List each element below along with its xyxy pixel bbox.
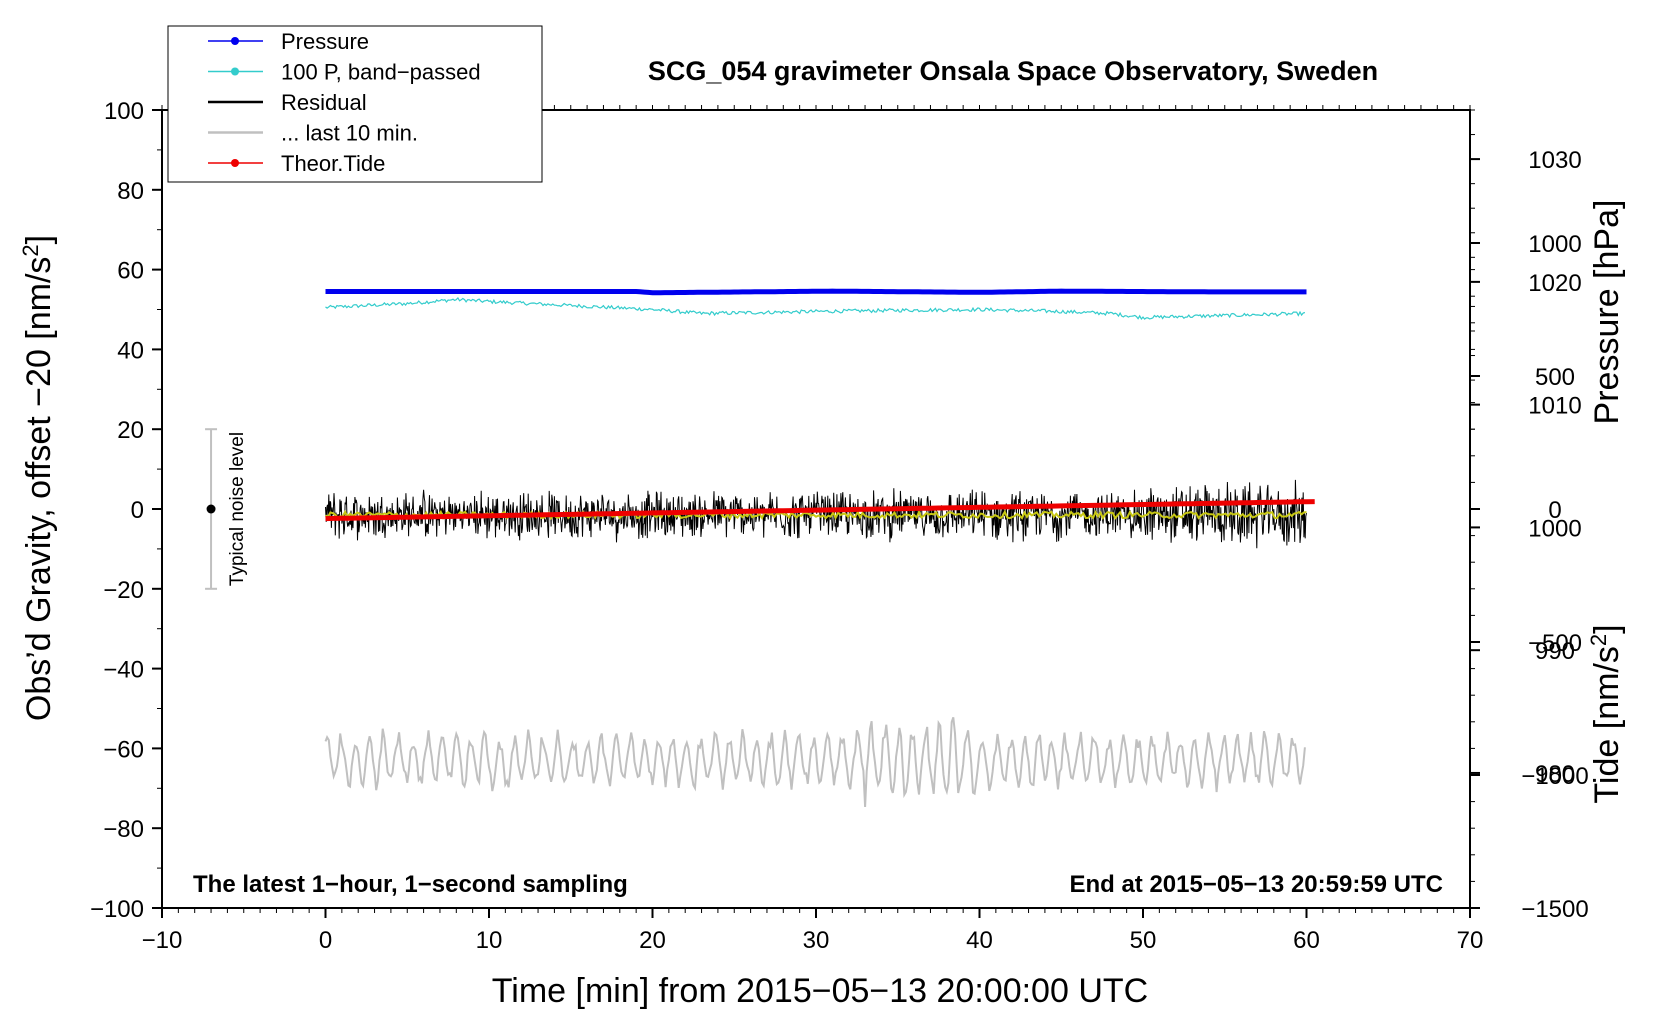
tide-tick-label: 500: [1535, 364, 1575, 391]
pressure-tick-label: 1010: [1528, 393, 1581, 420]
x-tick-label: 70: [1457, 927, 1484, 954]
legend-label: ... last 10 min.: [281, 121, 418, 146]
y-axis-label-tide: Tide [nm/s2]: [1586, 624, 1626, 803]
x-tick-label: 60: [1293, 927, 1320, 954]
y-tick-label: −60: [103, 736, 144, 763]
noise-level-indicator: Typical noise level: [205, 428, 248, 590]
legend-box: [167, 25, 543, 183]
annotation-sampling: The latest 1−hour, 1−second sampling: [193, 871, 628, 898]
series-theor-tide-line: [325, 499, 1315, 522]
y-tick-label: 0: [131, 497, 144, 524]
tide-tick-label: −500: [1528, 630, 1582, 657]
series-band-passed-line: [325, 297, 1306, 321]
x-tick-label: 30: [803, 927, 830, 954]
x-tick-label: 0: [319, 927, 332, 954]
legend: Pressure 100 P, band−passed Residual ... la…: [167, 25, 543, 183]
y-tick-label: 40: [117, 337, 144, 364]
pressure-tick-label: 1030: [1528, 147, 1581, 174]
tide-tick-label: 0: [1548, 497, 1561, 524]
x-axis-label: Time [min] from 2015−05−13 20:00:00 UTC: [492, 972, 1148, 1010]
y-tick-label: −40: [103, 657, 144, 684]
y-tick-label: −100: [90, 896, 144, 923]
legend-marker: [231, 37, 239, 45]
x-tick-label: 50: [1130, 927, 1157, 954]
y-tick-label: 60: [117, 258, 144, 285]
legend-label: Theor.Tide: [281, 151, 385, 176]
noise-bar-label: Typical noise level: [227, 432, 248, 586]
pressure-tick-label: 1000: [1528, 515, 1581, 542]
series-last-10-min-line: [324, 716, 1306, 808]
series-pressure-line: [325, 288, 1307, 296]
pressure-tick-label: 1020: [1528, 270, 1581, 297]
x-tick-label: 10: [476, 927, 503, 954]
legend-marker: [231, 159, 239, 167]
tide-tick-label: 1000: [1528, 231, 1581, 258]
tide-tick-label: −1500: [1521, 896, 1588, 923]
x-tick-label: 20: [639, 927, 666, 954]
x-tick-label: −10: [142, 927, 183, 954]
axes-layer: −10 0 10 20 30 40 50 60 70100806040200−20−40−60−…: [90, 98, 1589, 954]
legend-label: Pressure: [281, 29, 369, 54]
x-tick-label: 40: [966, 927, 993, 954]
y-tick-label: 20: [117, 417, 144, 444]
annotation-end-time: End at 2015−05−13 20:59:59 UTC: [1069, 871, 1443, 898]
y-axis-label-left: Obs’d Gravity, offset −20 [nm/s2]: [18, 235, 58, 721]
legend-label: Residual: [281, 90, 367, 115]
series-layer: Typical noise level: [205, 288, 1315, 808]
noise-bar-dot: [206, 504, 216, 514]
y-axis-label-pressure: Pressure [hPa]: [1588, 200, 1626, 425]
legend-label: 100 P, band−passed: [281, 60, 481, 85]
legend-marker: [231, 67, 239, 76]
pressure-tick-label: 980: [1535, 761, 1575, 788]
tide-tick-label: −1000: [1521, 763, 1588, 790]
y-tick-label: −20: [103, 577, 144, 604]
y-tick-label: 80: [117, 178, 144, 205]
y-tick-label: −80: [103, 816, 144, 843]
pressure-tick-label: 990: [1535, 638, 1575, 665]
y-tick-label: 100: [104, 98, 144, 125]
chart-title: SCG_054 gravimeter Onsala Space Observat…: [648, 56, 1378, 86]
